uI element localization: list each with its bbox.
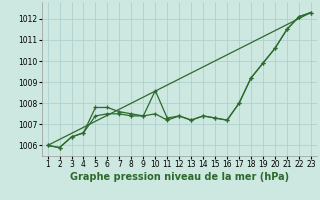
X-axis label: Graphe pression niveau de la mer (hPa): Graphe pression niveau de la mer (hPa) (70, 172, 289, 182)
